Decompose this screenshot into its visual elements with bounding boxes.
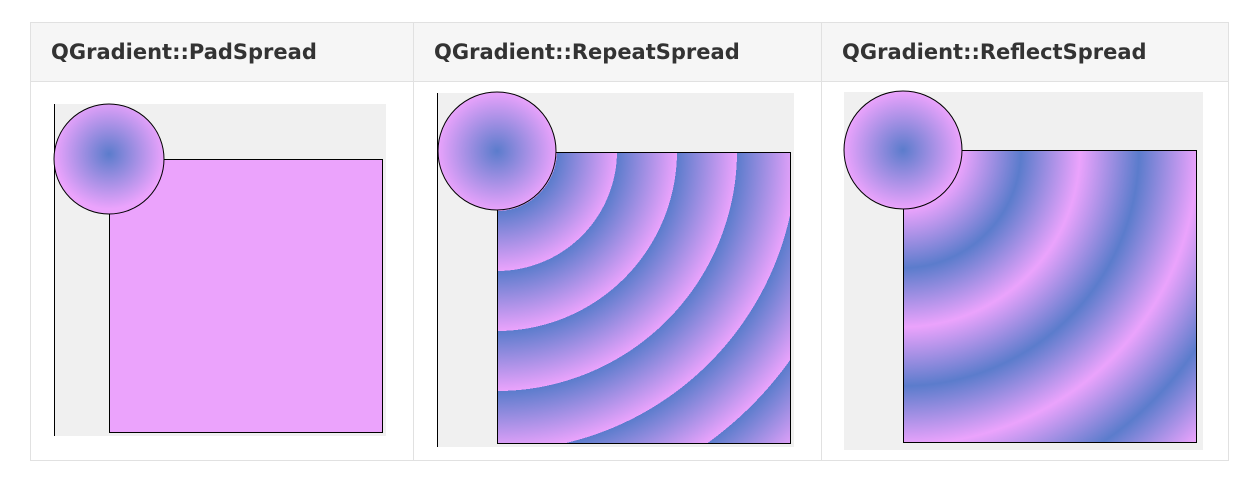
gradient-circle — [53, 103, 165, 215]
pad-spread-illustration — [53, 103, 386, 436]
gradient-circle — [843, 90, 963, 210]
gradient-circle — [437, 91, 557, 211]
repeat-spread-illustration — [437, 91, 794, 447]
header-repeat-spread: QGradient::RepeatSpread — [434, 40, 740, 64]
gradient-square — [109, 159, 383, 433]
spread-modes-table: QGradient::PadSpread QGradient::RepeatSp… — [30, 22, 1229, 461]
table-header-row — [31, 23, 1228, 82]
gradient-square — [497, 152, 791, 444]
header-pad-spread: QGradient::PadSpread — [51, 40, 317, 64]
column-divider — [821, 23, 822, 460]
column-divider — [413, 23, 414, 460]
reflect-spread-illustration — [843, 90, 1203, 450]
header-reflect-spread: QGradient::ReflectSpread — [842, 40, 1147, 64]
gradient-square — [903, 150, 1197, 443]
